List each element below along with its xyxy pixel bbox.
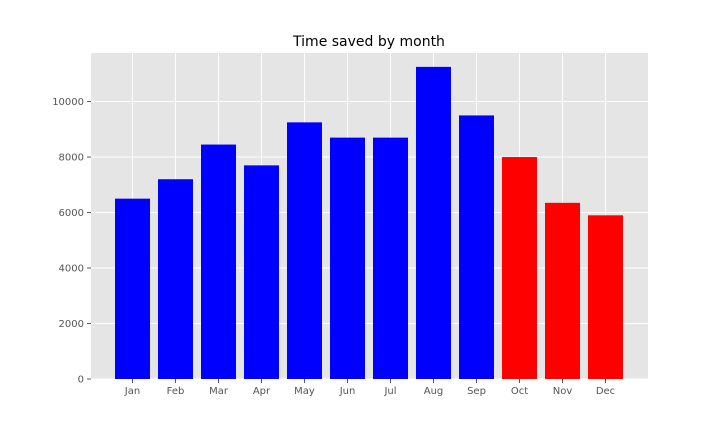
x-tick-label: Dec [596,386,615,397]
x-tick-label: Jan [124,386,140,397]
y-tick-label: 8000 [59,153,84,164]
y-tick-label: 4000 [59,264,84,275]
chart-title: Time saved by month [292,34,445,50]
bar-apr [244,165,279,379]
x-tick-label: Jul [383,386,396,397]
x-tick-label: Mar [209,386,229,397]
bar-may [287,122,322,380]
x-tick-label: Aug [424,386,444,397]
bar-mar [201,144,236,379]
x-tick-label: May [294,386,315,397]
x-tick-label: Oct [511,386,528,397]
x-tick-label: Apr [253,386,271,397]
x-tick-label: Sep [467,386,486,397]
x-axis-ticks: Jan Feb Mar Apr May Jun Jul Aug Sep Oct Nov Dec [124,379,615,397]
bar-dec [588,215,623,379]
bar-oct [502,157,537,379]
y-tick-label: 0 [78,375,84,386]
y-tick-label: 6000 [59,208,84,219]
bar-aug [416,66,451,379]
y-tick-label: 2000 [59,319,84,330]
bar-feb [158,179,193,379]
bar-jul [373,137,408,379]
bars [115,66,623,380]
y-axis-ticks: 0 2000 4000 6000 8000 10000 [52,97,91,386]
bar-jan [115,198,150,379]
bar-nov [545,202,580,379]
bar-sep [459,115,494,379]
y-tick-label: 10000 [52,97,84,108]
x-tick-label: Feb [167,386,185,397]
bar-jun [330,137,365,379]
x-tick-label: Nov [553,386,573,397]
x-tick-label: Jun [339,386,356,397]
